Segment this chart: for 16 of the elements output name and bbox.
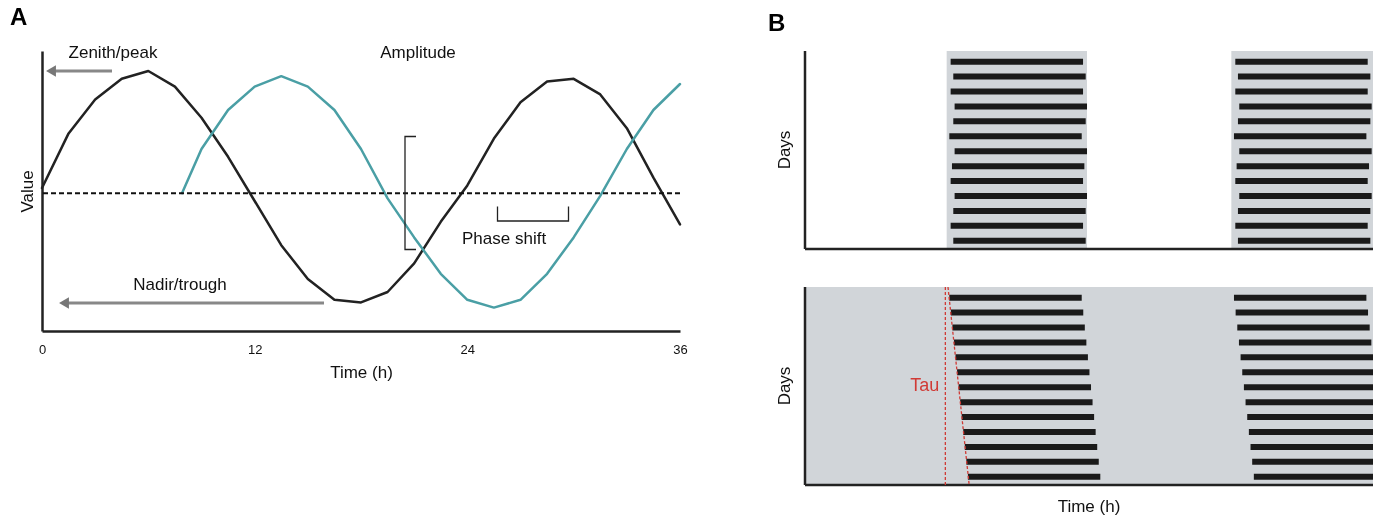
annotation: Phase shift — [462, 229, 547, 248]
text: Zenith/peak — [68, 43, 158, 62]
x-axis-title: Time (h) — [330, 362, 393, 382]
text: B — [768, 8, 786, 36]
text: Time (h) — [1057, 497, 1121, 516]
text: Amplitude — [380, 43, 456, 62]
x-tick-label: 0 — [38, 341, 47, 357]
text: Days — [775, 366, 794, 406]
annotation: Nadir/trough — [133, 275, 227, 294]
y-axis-title: Value — [17, 170, 37, 213]
x-tick-label: 24 — [460, 341, 476, 357]
x-tick-label: 36 — [673, 341, 688, 357]
text: Tau — [910, 375, 940, 395]
chart-title: A — [10, 3, 28, 30]
text: Days — [775, 130, 794, 170]
x-tick-label: 12 — [247, 341, 263, 357]
